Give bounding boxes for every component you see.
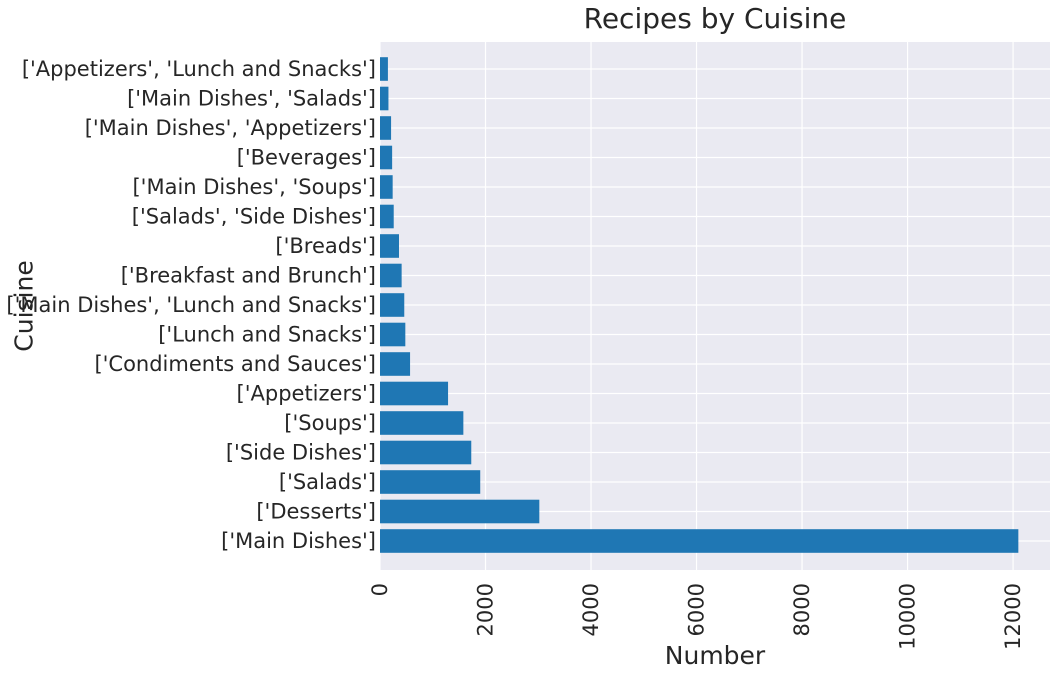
bar <box>380 204 394 229</box>
x-tick-label: 0 <box>368 583 392 596</box>
x-tick-labels: 0 2000 4000 6000 8000 10000 12000 <box>368 583 1025 650</box>
x-tick-label: 6000 <box>685 583 709 636</box>
bar <box>380 381 449 406</box>
category-label: ['Soups'] <box>284 411 376 435</box>
bar <box>380 529 1019 553</box>
bar <box>380 440 472 465</box>
category-label: ['Appetizers'] <box>237 382 376 406</box>
x-tick-label: 12000 <box>1001 583 1025 650</box>
category-label: ['Beverages'] <box>237 146 376 170</box>
bar <box>380 57 388 81</box>
bar <box>380 175 393 199</box>
bar <box>380 145 393 170</box>
category-label: ['Breads'] <box>275 234 376 258</box>
x-tick-label: 8000 <box>790 583 814 636</box>
bar <box>380 293 405 317</box>
category-label: ['Salads'] <box>279 470 376 494</box>
bar <box>380 411 464 435</box>
x-tick-label: 10000 <box>896 583 920 650</box>
bar <box>380 499 540 524</box>
bar <box>380 86 389 111</box>
category-label: ['Breakfast and Brunch'] <box>121 264 376 288</box>
bar <box>380 263 402 288</box>
category-label: ['Main Dishes', 'Soups'] <box>132 175 376 199</box>
category-label: ['Main Dishes', 'Salads'] <box>127 87 376 111</box>
category-labels: ['Main Dishes'] ['Desserts'] ['Salads'] ['S… <box>6 57 376 553</box>
category-label: ['Side Dishes'] <box>226 441 376 465</box>
y-axis-title: Cuisine <box>10 260 39 351</box>
category-label: ['Main Dishes'] <box>221 529 376 553</box>
plot-area <box>380 42 1050 570</box>
category-label: ['Lunch and Snacks'] <box>158 323 376 347</box>
category-label: ['Main Dishes', 'Lunch and Snacks'] <box>6 293 376 317</box>
category-label: ['Appetizers', 'Lunch and Snacks'] <box>22 57 376 81</box>
grid-lines <box>379 42 1050 570</box>
category-label: ['Desserts'] <box>256 500 376 524</box>
bar <box>380 234 399 258</box>
category-label: ['Condiments and Sauces'] <box>94 352 376 376</box>
x-axis-title: Number <box>665 641 766 670</box>
x-tick-label: 2000 <box>474 583 498 636</box>
x-tick-label: 4000 <box>579 583 603 636</box>
bars <box>380 57 1019 553</box>
chart-title: Recipes by Cuisine <box>584 2 847 35</box>
bar <box>380 470 481 494</box>
bar <box>380 322 406 347</box>
category-label: ['Main Dishes', 'Appetizers'] <box>85 116 376 140</box>
category-label: ['Salads', 'Side Dishes'] <box>132 205 376 229</box>
bar <box>380 352 411 376</box>
bar <box>380 116 392 140</box>
